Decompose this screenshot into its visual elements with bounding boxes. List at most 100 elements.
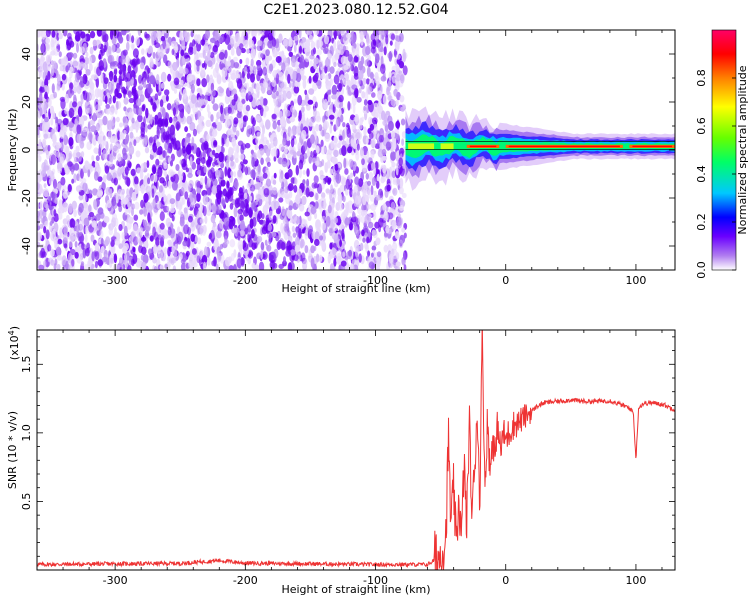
spectrogram-xlabel: Height of straight line (km) (281, 282, 430, 295)
noise-dot (220, 162, 225, 169)
noise-dot (395, 99, 399, 106)
noise-dot (63, 233, 69, 241)
noise-dot (366, 66, 371, 78)
noise-dot (383, 211, 389, 222)
noise-dot (189, 156, 193, 166)
noise-dot (242, 159, 248, 165)
noise-dot (171, 181, 178, 191)
noise-dot (43, 93, 48, 99)
noise-dot (62, 184, 67, 192)
noise-dot (122, 116, 126, 123)
noise-dot (55, 151, 61, 158)
noise-dot (398, 186, 404, 195)
noise-dot (94, 161, 98, 168)
noise-dot (50, 259, 55, 266)
noise-dot (56, 246, 61, 257)
noise-dot (233, 56, 238, 63)
noise-dot (303, 141, 308, 152)
noise-dot (275, 56, 282, 63)
noise-dot (216, 74, 222, 85)
noise-dot (247, 257, 251, 265)
noise-dot (97, 207, 104, 215)
noise-dot (109, 70, 114, 82)
noise-dot (311, 182, 318, 189)
noise-dot (308, 34, 314, 43)
noise-dot (371, 117, 378, 125)
noise-dot (180, 182, 186, 188)
noise-dot (236, 112, 242, 119)
noise-dot (45, 75, 49, 86)
noise-dot (294, 244, 300, 253)
noise-dot (130, 43, 135, 49)
noise-dot (190, 240, 195, 251)
noise-dot (391, 75, 396, 84)
noise-dot (353, 223, 357, 233)
noise-dot (246, 182, 251, 189)
noise-dot (242, 242, 249, 252)
noise-dot (396, 178, 401, 185)
noise-dot (62, 125, 67, 132)
noise-dot (211, 203, 217, 214)
noise-dot (194, 34, 199, 42)
noise-dot (331, 94, 337, 100)
noise-dot (106, 199, 112, 209)
noise-dot (394, 231, 400, 240)
noise-dot (300, 252, 306, 262)
noise-dot (180, 186, 185, 197)
noise-dot (127, 201, 131, 208)
noise-dot (152, 102, 157, 112)
noise-dot (248, 39, 255, 50)
noise-dot (68, 122, 75, 128)
noise-dot (166, 148, 172, 154)
noise-dot (243, 192, 248, 200)
noise-dot (117, 153, 122, 162)
noise-dot (333, 233, 339, 244)
noise-dot (104, 95, 108, 104)
noise-dot (272, 179, 277, 185)
noise-dot (179, 218, 185, 227)
y-tick-label: 0 (20, 147, 33, 154)
noise-dot (376, 251, 382, 258)
noise-dot (109, 153, 114, 163)
noise-dot (320, 73, 326, 80)
noise-dot (250, 125, 255, 136)
noise-dot (62, 55, 69, 65)
noise-dot (390, 99, 396, 107)
noise-dot (138, 74, 142, 84)
noise-dot (163, 162, 168, 170)
noise-dot (83, 217, 90, 227)
noise-dot (237, 101, 244, 112)
noise-dot (266, 161, 271, 167)
noise-dot (352, 48, 356, 57)
noise-dot (230, 170, 234, 177)
noise-dot (326, 152, 333, 162)
noise-dot (209, 42, 214, 51)
noise-dot (337, 193, 343, 204)
noise-dot (365, 136, 369, 145)
noise-dot (55, 142, 62, 149)
noise-dot (61, 73, 67, 81)
noise-dot (287, 73, 291, 84)
noise-dot (197, 225, 201, 236)
noise-dot (37, 182, 41, 193)
noise-dot (54, 258, 58, 266)
noise-dot (340, 55, 347, 65)
noise-dot (254, 143, 259, 151)
noise-dot (128, 97, 135, 104)
noise-dot (268, 237, 272, 245)
noise-dot (172, 265, 177, 270)
noise-dot (363, 30, 367, 37)
noise-dot (93, 199, 97, 210)
noise-dot (43, 188, 49, 198)
noise-dot (37, 241, 41, 248)
x-tick-label: -300 (103, 574, 128, 587)
y-tick-label: -20 (20, 189, 33, 207)
noise-dot (267, 85, 272, 95)
noise-dot (382, 203, 387, 211)
noise-dot (171, 61, 178, 71)
noise-dot (56, 81, 61, 91)
noise-dot (132, 246, 136, 253)
noise-dot (236, 78, 243, 89)
noise-dot (380, 75, 387, 82)
